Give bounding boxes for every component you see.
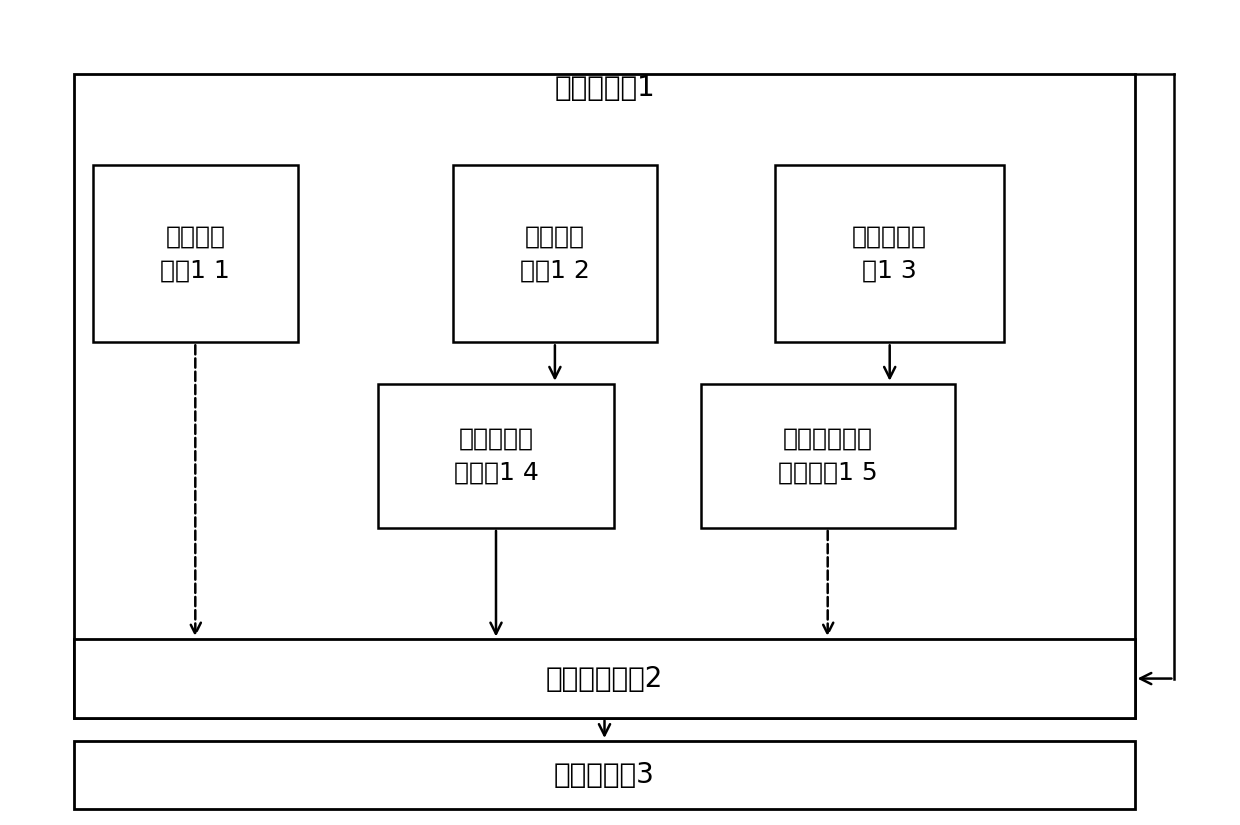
Bar — [378, 384, 614, 528]
Bar — [701, 384, 955, 528]
Bar — [74, 741, 1135, 808]
Bar — [74, 639, 1135, 718]
Text: 水合物分解量
计算模兗1 5: 水合物分解量 计算模兗1 5 — [777, 427, 878, 484]
Text: 材料模型
模兗1 2: 材料模型 模兗1 2 — [520, 225, 590, 282]
Text: 物理网格模
型模兗1 4: 物理网格模 型模兗1 4 — [454, 427, 538, 484]
Text: 力学模型模
兗1 3: 力学模型模 兗1 3 — [852, 225, 928, 282]
Text: 核心计算模兗2: 核心计算模兗2 — [546, 665, 663, 692]
Text: 几何模型
模兗1 1: 几何模型 模兗1 1 — [160, 225, 231, 282]
Bar — [74, 74, 1135, 718]
Bar — [93, 165, 298, 342]
Bar — [453, 165, 657, 342]
Bar — [775, 165, 1004, 342]
Text: 前处理模兗1: 前处理模兗1 — [554, 74, 656, 102]
Text: 后处理模兗3: 后处理模兗3 — [554, 761, 655, 789]
